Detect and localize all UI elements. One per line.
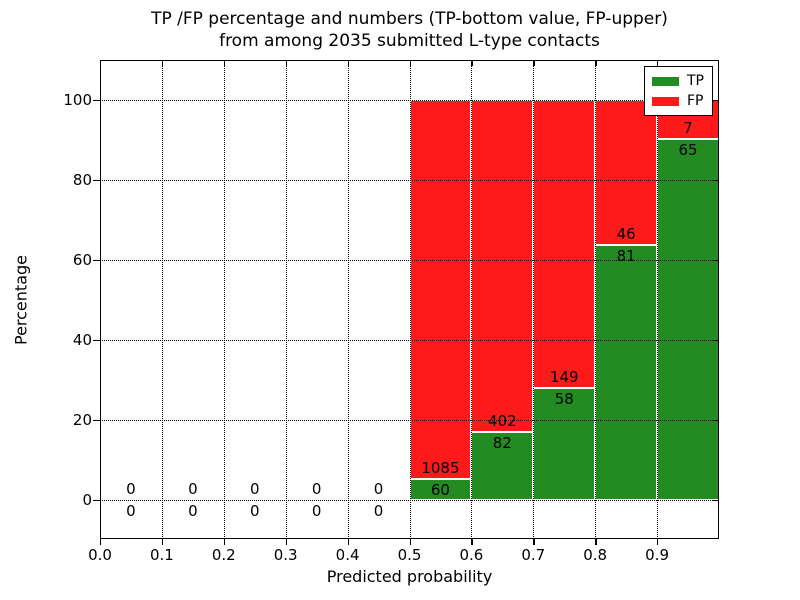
y-tick-left [93,340,100,342]
fp-count-label: 1085 [421,459,460,478]
x-tick-label: 0.0 [88,546,112,564]
y-tick-label: 100 [63,91,92,109]
fp-bar-segment [471,100,534,433]
x-tick-top [223,60,226,66]
y-tick-left [93,260,100,262]
chart-title-line2: from among 2035 submitted L-type contact… [219,31,600,51]
x-tick-label: 0.4 [335,546,360,564]
x-tick-bottom [471,539,473,545]
fp-count-label: 0 [311,480,322,498]
x-tick-bottom [100,539,102,545]
y-tick-left [93,180,100,182]
x-tick-label: 0.5 [397,546,422,564]
x-tick-bottom [657,539,659,545]
legend-label-tp: TP [687,73,704,89]
x-gridline [471,60,473,539]
y-tick-right [713,260,719,262]
y-tick-left [93,420,100,422]
x-tick-label: 0.6 [459,546,484,564]
x-gridline [161,60,163,539]
x-tick-label: 0.1 [149,546,174,564]
x-gridline [533,60,535,539]
fp-count-label: 0 [249,480,260,498]
x-gridline [223,60,225,539]
fp-bar-segment [595,100,658,245]
fp-count-label: 402 [488,412,517,431]
chart-title-line1: TP /FP percentage and numbers (TP-bottom… [151,9,668,29]
legend-row-tp: TP [652,71,704,91]
tp-color-swatch [652,76,679,86]
x-tick-top [533,60,535,66]
y-tick-right [713,500,719,502]
x-gridline [409,60,411,539]
y-tick-right [713,100,719,102]
fp-color-swatch [652,96,679,106]
tp-count-label: 0 [126,502,136,520]
x-tick-top [409,60,411,66]
fp-count-label: 0 [126,480,136,498]
x-axis-label: Predicted probability [326,567,493,586]
tp-count-label: 0 [311,502,322,520]
tp-count-label: 81 [616,246,636,265]
x-tick-bottom [595,539,597,545]
tp-bar-segment [657,138,719,500]
y-tick-right [713,340,719,342]
x-tick-bottom [533,539,535,545]
x-tick-top [471,60,473,66]
x-tick-bottom [161,539,164,545]
x-tick-bottom [347,539,349,545]
x-tick-bottom [223,539,226,545]
y-tick-label: 20 [72,411,92,429]
fp-bar-segment [409,100,472,480]
y-tick-label: 0 [82,491,92,509]
y-tick-label: 80 [72,171,92,189]
x-tick-top [285,60,288,66]
x-tick-bottom [409,539,411,545]
x-tick-label: 0.2 [211,546,236,564]
tp-count-label: 65 [678,140,698,159]
tp-count-label: 0 [373,502,384,520]
chart-title: TP /FP percentage and numbers (TP-bottom… [100,8,719,52]
tp-count-label: 82 [492,434,512,453]
tp-bar-segment [471,432,534,500]
x-tick-bottom [285,539,288,545]
x-tick-label: 0.9 [645,546,670,564]
x-tick-top [595,60,597,66]
fp-count-label: 7 [683,118,693,137]
y-tick-label: 60 [72,251,92,269]
x-tick-top [347,60,349,66]
legend-row-fp: FP [652,91,704,111]
x-gridline [347,60,349,539]
tp-count-label: 58 [554,389,574,408]
fp-count-label: 149 [549,367,579,386]
fp-count-label: 46 [616,224,636,243]
x-gridline [285,60,287,539]
tp-bar-segment [533,387,596,500]
x-gridline [595,60,597,539]
x-tick-label: 0.7 [521,546,546,564]
tp-bar-segment [595,244,658,500]
legend: TP FP [644,66,713,116]
y-tick-left [93,500,100,502]
fp-count-label: 0 [373,480,384,498]
x-gridline [657,60,659,539]
x-tick-label: 0.3 [273,546,298,564]
x-tick-top [657,60,659,66]
fp-bar-segment [533,100,596,388]
y-axis-label: Percentage [11,254,31,346]
fp-count-label: 0 [188,480,198,498]
x-tick-label: 0.8 [583,546,608,564]
x-tick-top [100,60,102,66]
tp-count-label: 60 [430,481,450,500]
y-tick-label: 40 [72,331,92,349]
y-tick-right [713,420,719,422]
x-tick-top [161,60,164,66]
legend-label-fp: FP [687,93,704,109]
y-tick-left [93,100,100,102]
tp-count-label: 0 [188,502,198,520]
plot-area: 0 0 0 0 0 0 0 0 0 0 1085 60 402 82 149 58 46 81 7 65 0.0 0.1 0… [63,60,719,564]
tp-count-label: 0 [249,502,260,520]
y-tick-right [713,180,719,182]
